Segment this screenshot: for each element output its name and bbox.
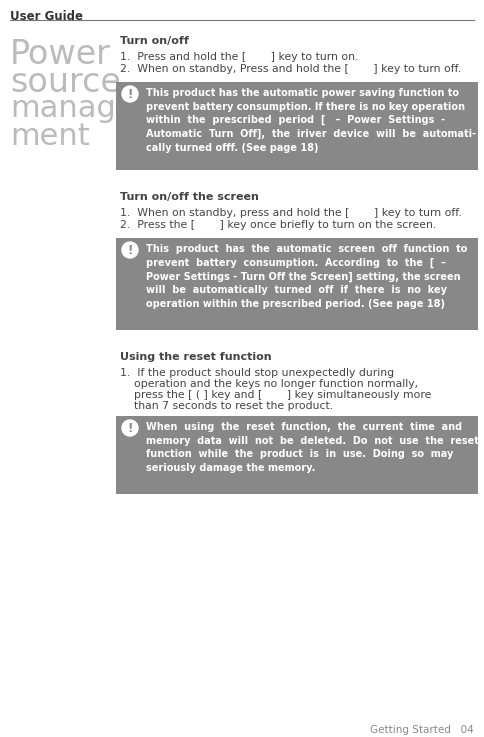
Text: 1.  When on standby, press and hold the [       ] key to turn off.: 1. When on standby, press and hold the [… [120, 208, 462, 218]
FancyBboxPatch shape [116, 82, 478, 170]
Text: This  product  has  the  automatic  screen  off  function  to
prevent  battery  : This product has the automatic screen of… [146, 244, 468, 309]
Text: Power: Power [10, 38, 111, 71]
Text: This product has the automatic power saving function to
prevent battery consumpt: This product has the automatic power sav… [146, 88, 476, 153]
Circle shape [122, 86, 138, 102]
Text: source: source [10, 66, 121, 99]
Text: !: ! [127, 88, 133, 100]
Circle shape [122, 242, 138, 258]
Text: ment: ment [10, 122, 90, 151]
Text: manage-: manage- [10, 94, 146, 123]
Text: than 7 seconds to reset the product.: than 7 seconds to reset the product. [120, 401, 333, 411]
Text: Using the reset function: Using the reset function [120, 352, 272, 362]
Text: !: ! [127, 243, 133, 256]
FancyBboxPatch shape [116, 416, 478, 494]
Text: 2.  When on standby, Press and hold the [       ] key to turn off.: 2. When on standby, Press and hold the [… [120, 64, 461, 74]
Text: 2.  Press the [       ] key once briefly to turn on the screen.: 2. Press the [ ] key once briefly to tur… [120, 220, 436, 230]
Text: press the [ ( ] key and [       ] key simultaneously more: press the [ ( ] key and [ ] key simultan… [120, 390, 431, 400]
Text: 1.  Press and hold the [       ] key to turn on.: 1. Press and hold the [ ] key to turn on… [120, 52, 358, 62]
Text: !: ! [127, 422, 133, 435]
Text: operation and the keys no longer function normally,: operation and the keys no longer functio… [120, 379, 418, 389]
Text: Turn on/off: Turn on/off [120, 36, 189, 46]
Text: Getting Started   04: Getting Started 04 [370, 725, 474, 735]
FancyBboxPatch shape [116, 238, 478, 330]
Text: When  using  the  reset  function,  the  current  time  and
memory  data  will  : When using the reset function, the curre… [146, 422, 479, 473]
Text: 1.  If the product should stop unexpectedly during: 1. If the product should stop unexpected… [120, 368, 394, 378]
Circle shape [122, 420, 138, 436]
Text: User Guide: User Guide [10, 10, 83, 23]
Text: Turn on/off the screen: Turn on/off the screen [120, 192, 259, 202]
